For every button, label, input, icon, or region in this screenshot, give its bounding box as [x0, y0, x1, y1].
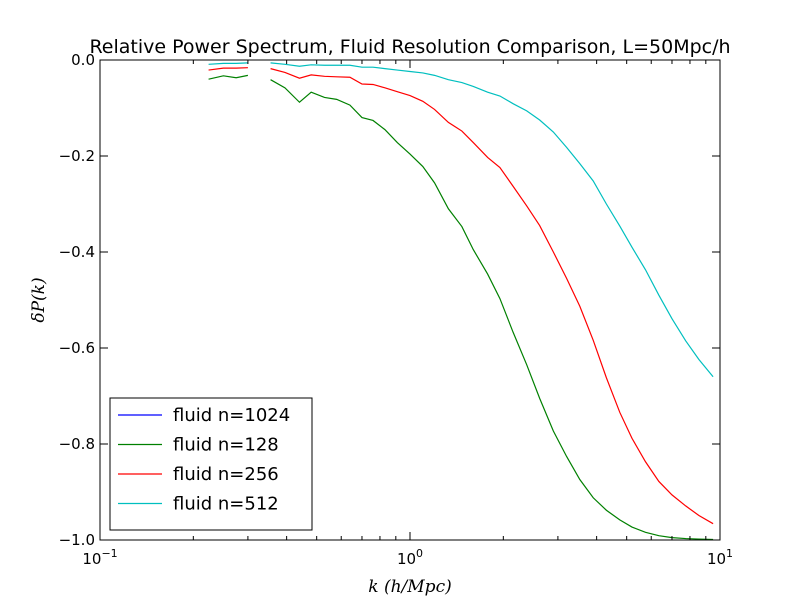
- series-line-1: [208, 74, 714, 541]
- y-tick-label-2: −0.4: [59, 243, 95, 261]
- legend-label-1: fluid n=128: [173, 435, 279, 456]
- x-tick-label-1: 100: [397, 547, 423, 568]
- series-layer: [208, 62, 714, 541]
- y-tick-label-1: −0.2: [59, 147, 95, 165]
- legend-label-2: fluid n=256: [173, 464, 279, 485]
- x-tick-label-0: 10−1: [82, 547, 117, 568]
- y-tick-label-3: −0.6: [59, 339, 95, 357]
- series-line-3: [208, 62, 714, 378]
- y-tick-label-5: −1.0: [59, 531, 95, 549]
- y-tick-label-0: 0.0: [71, 51, 95, 69]
- y-tick-label-4: −0.8: [59, 435, 95, 453]
- legend: fluid n=1024 fluid n=128 fluid n=256 fluid …: [109, 397, 313, 531]
- chart-title: Relative Power Spectrum, Fluid Resolutio…: [89, 36, 730, 58]
- legend-box: [109, 397, 313, 531]
- x-tick-label-2: 101: [707, 547, 733, 568]
- ticks-layer: 10−1 100 101 0.0 −0.2 −0.4 −0.6 −0.8 −1.0: [59, 51, 733, 568]
- legend-label-0: fluid n=1024: [173, 405, 290, 426]
- y-axis-label: δP(k): [29, 277, 49, 322]
- series-line-2: [208, 67, 714, 525]
- x-axis-label: k (h/Mpc): [368, 577, 451, 597]
- legend-label-3: fluid n=512: [173, 494, 279, 515]
